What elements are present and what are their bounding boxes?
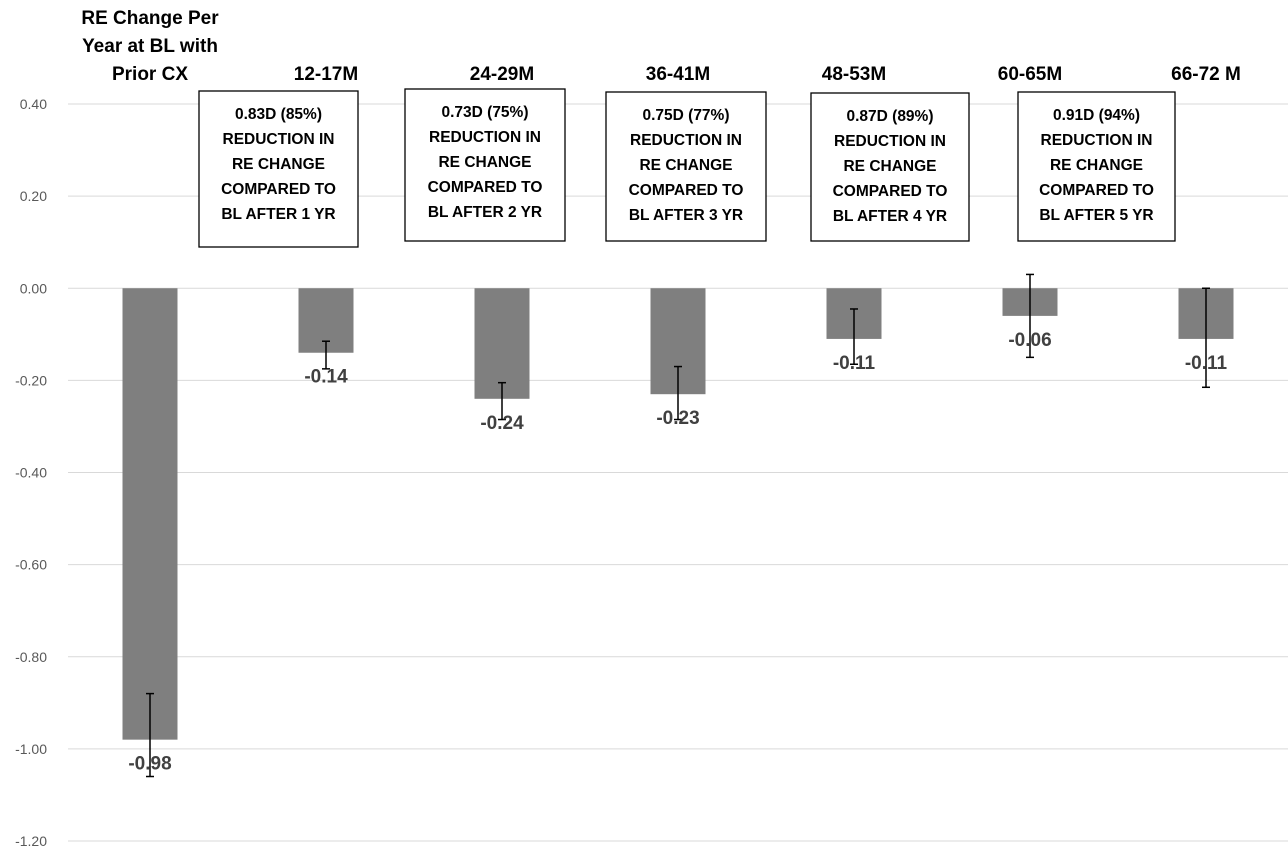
annotation-text: BL AFTER 3 YR	[629, 207, 743, 224]
error-bar	[850, 308, 858, 366]
error-bars	[146, 273, 1210, 778]
annotation-text: COMPARED TO	[833, 183, 948, 200]
y-tick-label: -1.00	[15, 741, 47, 757]
annotation-text: BL AFTER 4 YR	[833, 208, 947, 225]
annotation-text: 0.87D (89%)	[846, 108, 933, 125]
annotation-text: REDUCTION IN	[630, 132, 742, 149]
y-tick-label: -0.60	[15, 557, 47, 573]
error-bar	[498, 381, 506, 421]
category-labels: RE Change Per Year at BL with Prior CX 12-1…	[81, 8, 1240, 85]
bars	[122, 288, 1234, 740]
annotation-text: BL AFTER 1 YR	[221, 206, 335, 223]
data-label: -0.24	[480, 413, 524, 434]
annotation-text: COMPARED TO	[629, 182, 744, 199]
data-label: -0.11	[1185, 353, 1228, 374]
annotation-text: COMPARED TO	[428, 179, 543, 196]
category-label: 66-72 M	[1171, 64, 1241, 85]
annotation-text: 0.75D (77%)	[642, 107, 729, 124]
annotation-text: COMPARED TO	[221, 181, 336, 198]
annotation-text: REDUCTION IN	[429, 129, 541, 146]
annotation-box: 0.75D (77%) REDUCTION IN RE CHANGE COMPARED…	[605, 91, 767, 242]
annotation-box: 0.91D (94%) REDUCTION IN RE CHANGE COMPARED…	[1017, 91, 1176, 242]
y-tick-label: -0.80	[15, 649, 47, 665]
data-label: -0.06	[1008, 330, 1051, 351]
y-tick-label: 0.40	[20, 96, 47, 112]
annotation-text: RE CHANGE	[1050, 157, 1143, 174]
annotation-text: COMPARED TO	[1039, 182, 1154, 199]
category-label: 60-65M	[998, 64, 1062, 85]
annotation-border	[605, 91, 767, 242]
y-axis-ticks: 0.40 0.20 0.00 -0.20 -0.40 -0.60 -0.80 -1.00 -1.…	[15, 96, 47, 848]
error-bar	[674, 365, 682, 421]
category-label: Prior CX	[112, 64, 188, 85]
annotation-text: REDUCTION IN	[1041, 132, 1153, 149]
data-labels: -0.98 -0.14 -0.24 -0.23 -0.11 -0.06 -0.11	[128, 330, 1227, 775]
annotation-text: RE CHANGE	[232, 156, 325, 173]
annotation-text: RE CHANGE	[639, 157, 732, 174]
category-label: 48-53M	[822, 64, 886, 85]
data-label: -0.14	[304, 367, 348, 388]
category-label: 36-41M	[646, 64, 710, 85]
annotation-text: RE CHANGE	[438, 154, 531, 171]
annotation-box: 0.87D (89%) REDUCTION IN RE CHANGE COMPARED…	[810, 92, 970, 242]
y-tick-label: -0.20	[15, 372, 47, 388]
annotation-border	[810, 92, 970, 242]
annotation-border	[404, 88, 566, 242]
category-label: 12-17M	[294, 64, 358, 85]
data-label: -0.11	[833, 353, 876, 374]
annotation-box: 0.73D (75%) REDUCTION IN RE CHANGE COMPARED…	[404, 88, 566, 242]
annotation-text: 0.91D (94%)	[1053, 107, 1140, 124]
category-label: Year at BL with	[82, 36, 218, 57]
data-label: -0.23	[656, 408, 699, 429]
bar	[122, 288, 178, 740]
annotation-border	[198, 90, 359, 248]
error-bar	[1026, 273, 1034, 359]
y-tick-label: -1.20	[15, 833, 47, 848]
annotation-border	[1017, 91, 1176, 242]
annotation-text: 0.83D (85%)	[235, 106, 322, 123]
annotation-box: 0.83D (85%) REDUCTION IN RE CHANGE COMPARED…	[198, 90, 359, 248]
annotation-text: BL AFTER 2 YR	[428, 204, 542, 221]
bar	[474, 288, 530, 399]
annotation-text: 0.73D (75%)	[441, 104, 528, 121]
error-bar	[146, 692, 154, 778]
y-tick-label: 0.20	[20, 188, 47, 204]
annotation-text: REDUCTION IN	[834, 133, 946, 150]
y-tick-label: 0.00	[20, 280, 47, 296]
annotation-boxes: 0.83D (85%) REDUCTION IN RE CHANGE COMPARED…	[198, 88, 1176, 248]
annotation-text: BL AFTER 5 YR	[1039, 207, 1153, 224]
annotation-text: RE CHANGE	[843, 158, 936, 175]
error-bar	[322, 340, 330, 370]
category-label: RE Change Per	[81, 8, 219, 29]
error-bar	[1202, 287, 1210, 389]
data-label: -0.98	[128, 754, 171, 775]
category-label: 24-29M	[470, 64, 534, 85]
y-tick-label: -0.40	[15, 465, 47, 481]
annotation-text: REDUCTION IN	[223, 131, 335, 148]
